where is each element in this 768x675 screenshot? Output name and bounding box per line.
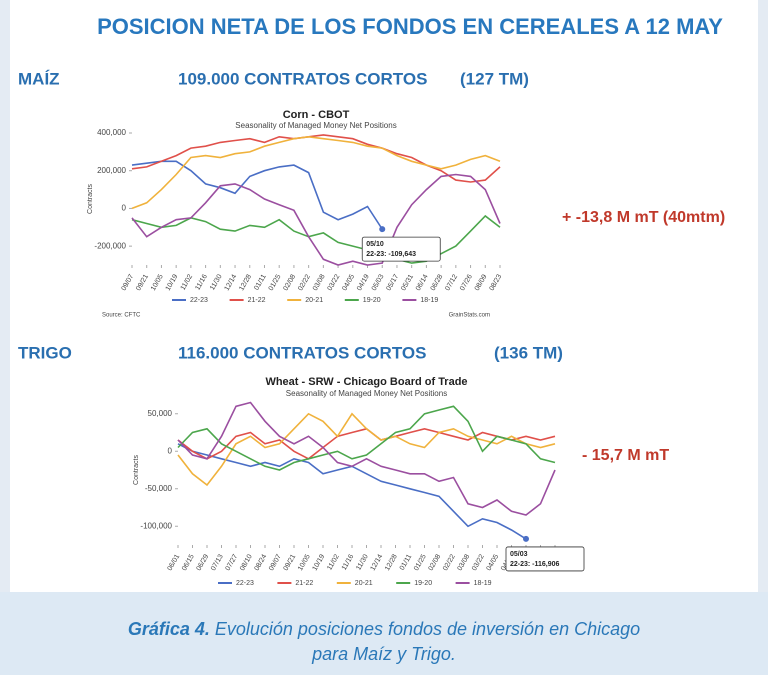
caption-lead: Gráfica 4. <box>128 619 210 639</box>
annotation-marker <box>379 226 386 233</box>
series-line <box>131 135 501 210</box>
page-title: POSICION NETA DE LOS FONDOS EN CEREALES … <box>97 14 723 39</box>
series-line <box>177 412 556 487</box>
annotation-box <box>505 546 585 572</box>
y-tick-label: -200,000 <box>94 241 126 250</box>
legend-label: 22-23 <box>236 580 254 587</box>
chart-title: Corn - CBOT <box>283 109 350 121</box>
y-axis-label: Contracts <box>133 455 140 485</box>
y-tick-label: -100,000 <box>140 521 172 530</box>
annotation-marker <box>523 535 529 542</box>
annotation-text: 22-23: -109,643 <box>366 251 416 258</box>
series-line <box>131 160 383 230</box>
section-change: - 15,7 M mT <box>582 447 669 464</box>
chart-source: Source: CFTC <box>102 313 141 319</box>
section-tonnes: (136 TM) <box>494 343 563 362</box>
chart-credit: GrainStats.com <box>449 313 490 319</box>
chart-title: Wheat - SRW - Chicago Board of Trade <box>265 376 467 388</box>
annotation-box <box>361 236 441 262</box>
section-contracts: 116.000 CONTRATOS CORTOS <box>178 343 426 362</box>
chart-subtitle: Seasonality of Managed Money Net Positio… <box>235 121 396 130</box>
annotation-date: 05/10 <box>366 241 384 248</box>
series-line <box>131 173 501 266</box>
y-tick-label: 400,000 <box>97 128 126 137</box>
y-tick-label: -50,000 <box>145 484 173 493</box>
y-tick-label: 200,000 <box>97 166 126 175</box>
caption-panel <box>0 592 768 675</box>
y-tick-label: 50,000 <box>148 409 173 418</box>
caption-text: para Maíz y Trigo. <box>311 644 456 664</box>
series-line <box>177 401 556 516</box>
annotation-date: 05/03 <box>510 551 528 558</box>
legend-label: 19-20 <box>414 580 432 587</box>
section-contracts: 109.000 CONTRATOS CORTOS <box>178 69 427 88</box>
legend-label: 19-20 <box>363 297 381 304</box>
caption-text: Evolución posiciones fondos de inversión… <box>210 619 640 639</box>
y-tick-label: 0 <box>122 204 127 213</box>
annotation-text: 22-23: -116,906 <box>510 561 560 568</box>
y-tick-label: 0 <box>168 446 173 455</box>
legend-label: 20-21 <box>355 580 373 587</box>
section-tonnes: (127 TM) <box>460 69 529 88</box>
section-change: + -13,8 M mT (40mtm) <box>562 209 725 226</box>
legend-label: 18-19 <box>420 297 438 304</box>
y-axis-label: Contracts <box>87 184 94 214</box>
series-line <box>177 405 556 471</box>
legend-label: 21-22 <box>295 580 313 587</box>
section-label: MAÍZ <box>18 69 60 88</box>
legend-label: 21-22 <box>248 297 266 304</box>
caption: Gráfica 4. Evolución posiciones fondos d… <box>128 619 640 639</box>
chart-subtitle: Seasonality of Managed Money Net Positio… <box>286 389 447 398</box>
legend-label: 22-23 <box>190 297 208 304</box>
legend-label: 18-19 <box>474 580 492 587</box>
series-line <box>131 134 501 183</box>
card <box>10 0 758 592</box>
legend-label: 20-21 <box>305 297 323 304</box>
section-label: TRIGO <box>18 343 72 362</box>
